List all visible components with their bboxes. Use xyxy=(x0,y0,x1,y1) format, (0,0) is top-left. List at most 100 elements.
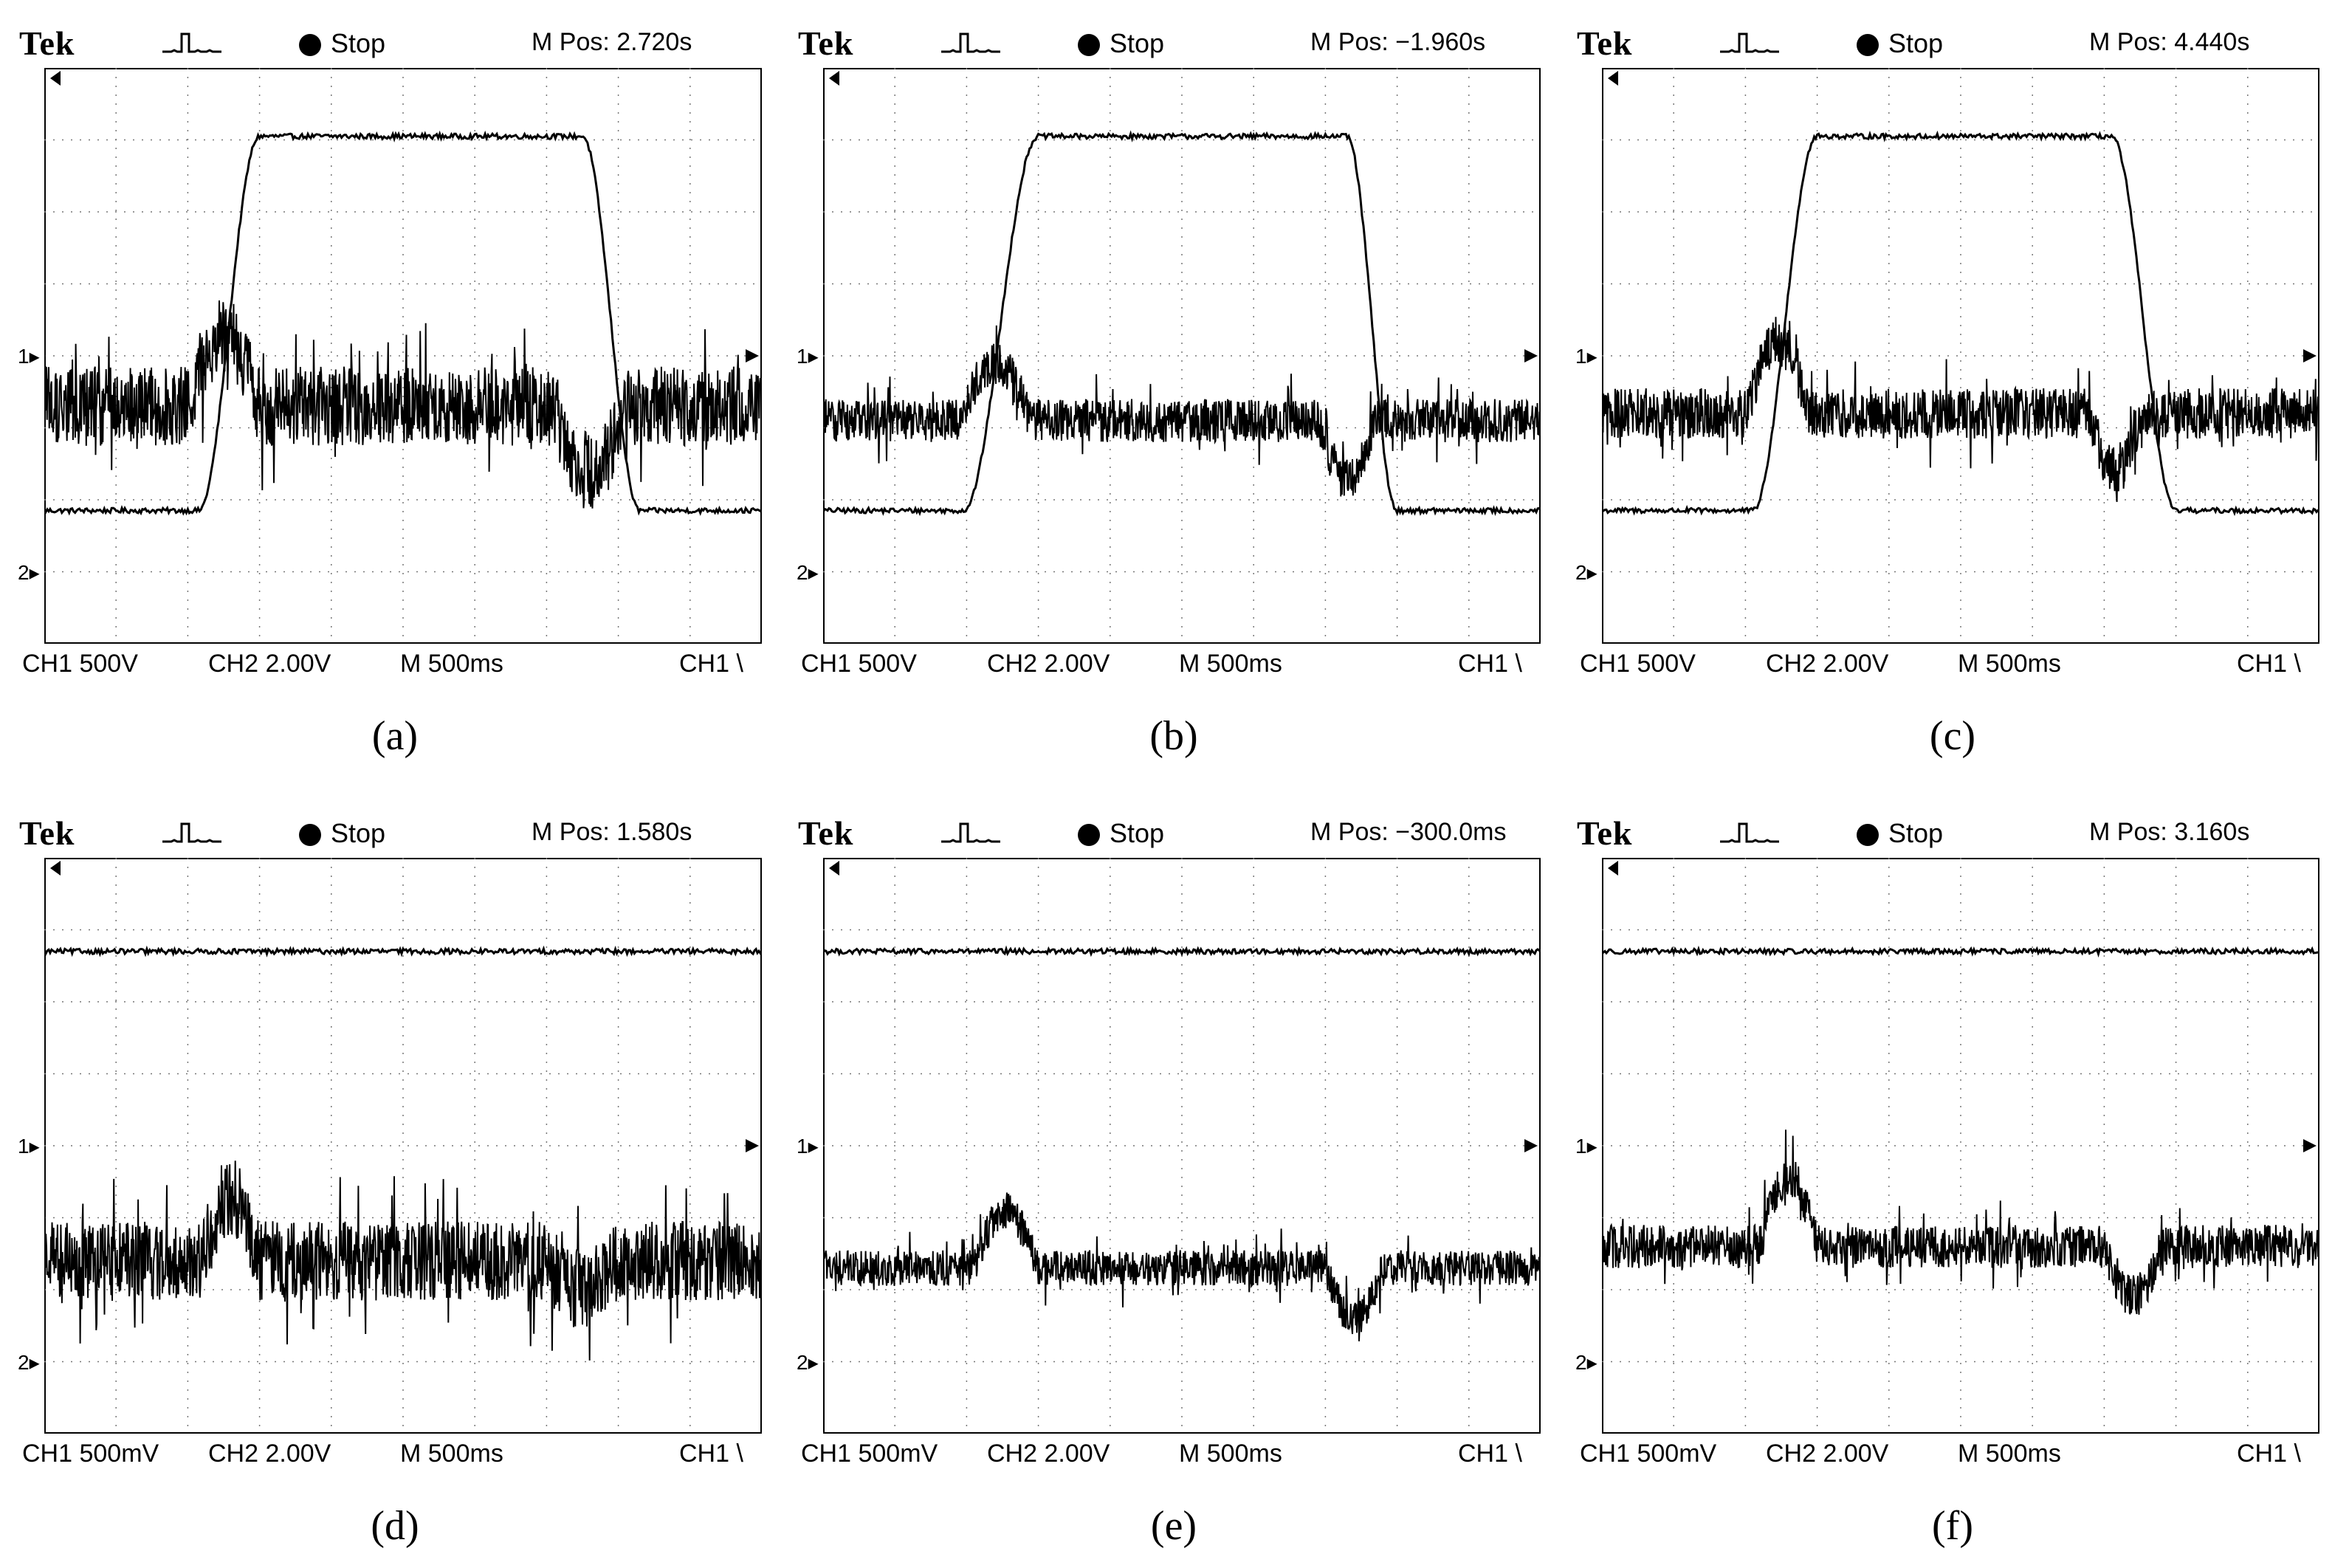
graticule-border xyxy=(44,858,762,1434)
scope-panel-f: Tek Stop M Pos: 3.160s CH1 500mV CH2 2.0… xyxy=(1572,805,2333,1558)
scope-header: Tek Stop M Pos: −300.0ms xyxy=(794,805,1554,858)
panel-caption: (b) xyxy=(1149,713,1198,759)
ch1-scale: CH1 500mV xyxy=(22,1440,159,1468)
pulse-trigger-icon xyxy=(162,822,221,843)
timebase-readout: M 500ms xyxy=(1958,650,2061,678)
trigger-position-marker xyxy=(829,71,839,86)
trigger-source: CH1 \ xyxy=(2237,1440,2301,1468)
stop-indicator-icon xyxy=(1857,824,1879,846)
trigger-level-marker xyxy=(1524,349,1538,362)
panel-caption: (a) xyxy=(371,713,419,759)
panel-caption: (d) xyxy=(371,1503,419,1549)
scope-panel-a: Tek Stop M Pos: 2.720s CH1 500V CH2 2.00… xyxy=(15,15,775,768)
scope-graticule xyxy=(1602,68,2319,644)
brand-label: Tek xyxy=(19,814,75,852)
ch1-trace xyxy=(823,130,1541,517)
scope-panel-e: Tek Stop M Pos: −300.0ms CH1 500mV CH2 2… xyxy=(794,805,1554,1558)
brand-label: Tek xyxy=(798,814,854,852)
panel-caption: (e) xyxy=(1150,1503,1197,1549)
pulse-trigger-icon xyxy=(941,32,1000,53)
brand-label: Tek xyxy=(1577,814,1633,852)
ch1-trace xyxy=(1602,130,2319,517)
brand-label: Tek xyxy=(19,24,75,62)
scope-footer: CH1 500mV CH2 2.00V M 500ms CH1 \ xyxy=(1572,1440,2333,1476)
acquisition-state: Stop xyxy=(1110,818,1165,848)
acquisition-state: Stop xyxy=(1110,28,1165,58)
scope-header: Tek Stop M Pos: 2.720s xyxy=(15,15,775,68)
ch2-trace xyxy=(44,1160,762,1361)
ch2-trace xyxy=(823,325,1541,497)
ch2-scale: CH2 2.00V xyxy=(987,650,1110,678)
scope-graticule xyxy=(823,858,1541,1434)
acquisition-state: Stop xyxy=(331,818,386,848)
scope-panel-c: Tek Stop M Pos: 4.440s CH1 500V CH2 2.00… xyxy=(1572,15,2333,768)
pulse-trigger-icon xyxy=(1720,822,1779,843)
ch1-ground-marker: 1▸ xyxy=(797,1135,819,1158)
ch1-ground-marker: 1▸ xyxy=(1575,345,1597,368)
ch2-scale: CH2 2.00V xyxy=(1766,650,1889,678)
horizontal-position-readout: M Pos: 3.160s xyxy=(2089,818,2250,846)
trigger-position-marker xyxy=(829,861,839,876)
ch2-ground-marker: 2▸ xyxy=(797,1350,819,1374)
stop-indicator-icon xyxy=(1857,34,1879,56)
scope-footer: CH1 500V CH2 2.00V M 500ms CH1 \ xyxy=(794,650,1554,687)
ch2-scale: CH2 2.00V xyxy=(208,650,331,678)
scope-footer: CH1 500mV CH2 2.00V M 500ms CH1 \ xyxy=(794,1440,1554,1476)
ch2-ground-marker: 2▸ xyxy=(18,1350,40,1374)
scope-header: Tek Stop M Pos: 4.440s xyxy=(1572,15,2333,68)
ch2-trace xyxy=(1602,1129,2319,1315)
trigger-level-marker xyxy=(2303,1139,2317,1152)
ch1-trace xyxy=(823,945,1541,957)
scope-graticule xyxy=(1602,858,2319,1434)
ch1-ground-marker: 1▸ xyxy=(18,345,40,368)
graticule-border xyxy=(1602,858,2319,1434)
stop-indicator-icon xyxy=(299,824,321,846)
graticule-border xyxy=(823,68,1541,644)
timebase-readout: M 500ms xyxy=(1179,650,1282,678)
pulse-trigger-icon xyxy=(941,822,1000,843)
acquisition-state: Stop xyxy=(1888,28,1944,58)
horizontal-position-readout: M Pos: −1.960s xyxy=(1310,28,1486,56)
horizontal-position-readout: M Pos: 4.440s xyxy=(2089,28,2250,56)
trigger-source: CH1 \ xyxy=(679,650,743,678)
scope-header: Tek Stop M Pos: 1.580s xyxy=(15,805,775,858)
timebase-readout: M 500ms xyxy=(1958,1440,2061,1468)
ch2-trace xyxy=(44,300,762,509)
trigger-source: CH1 \ xyxy=(2237,650,2301,678)
ch2-ground-marker: 2▸ xyxy=(797,560,819,584)
trigger-position-marker xyxy=(1608,71,1618,86)
timebase-readout: M 500ms xyxy=(400,1440,503,1468)
ch1-scale: CH1 500V xyxy=(1580,650,1696,678)
ch1-trace xyxy=(1602,945,2319,958)
ch2-trace xyxy=(823,1192,1541,1341)
ch1-ground-marker: 1▸ xyxy=(1575,1135,1597,1158)
scope-graticule xyxy=(44,858,762,1434)
trigger-level-marker xyxy=(1524,1139,1538,1152)
trigger-source: CH1 \ xyxy=(679,1440,743,1468)
pulse-trigger-icon xyxy=(162,32,221,53)
pulse-trigger-icon xyxy=(1720,32,1779,53)
ch2-ground-marker: 2▸ xyxy=(1575,1350,1597,1374)
trigger-position-marker xyxy=(1608,861,1618,876)
ch1-scale: CH1 500mV xyxy=(801,1440,938,1468)
ch1-trace xyxy=(44,130,762,516)
ch1-ground-marker: 1▸ xyxy=(797,345,819,368)
ch2-scale: CH2 2.00V xyxy=(1766,1440,1889,1468)
scope-footer: CH1 500mV CH2 2.00V M 500ms CH1 \ xyxy=(15,1440,775,1476)
brand-label: Tek xyxy=(798,24,854,62)
trigger-level-marker xyxy=(746,349,759,362)
ch2-ground-marker: 2▸ xyxy=(1575,560,1597,584)
trigger-level-marker xyxy=(2303,349,2317,362)
graticule-border xyxy=(1602,68,2319,644)
ch1-scale: CH1 500V xyxy=(801,650,917,678)
trigger-position-marker xyxy=(50,861,61,876)
scope-panel-b: Tek Stop M Pos: −1.960s CH1 500V CH2 2.0… xyxy=(794,15,1554,768)
scope-header: Tek Stop M Pos: −1.960s xyxy=(794,15,1554,68)
acquisition-state: Stop xyxy=(331,28,386,58)
acquisition-state: Stop xyxy=(1888,818,1944,848)
scope-graticule xyxy=(823,68,1541,644)
trigger-level-marker xyxy=(746,1139,759,1152)
graticule-border xyxy=(44,68,762,644)
ch1-scale: CH1 500V xyxy=(22,650,138,678)
panel-caption: (f) xyxy=(1932,1503,1973,1549)
